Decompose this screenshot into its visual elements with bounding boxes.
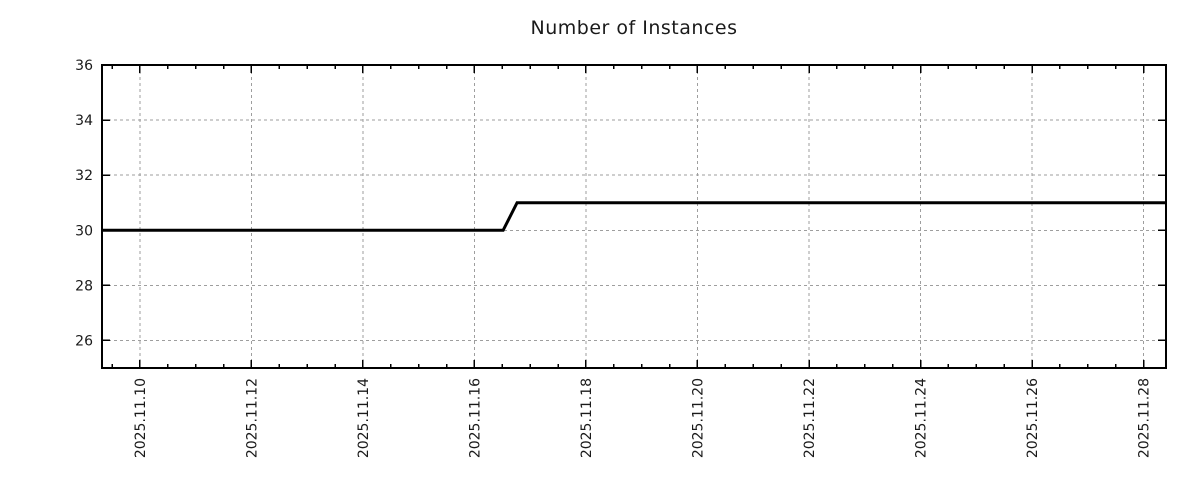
x-tick-label: 2025.11.22 xyxy=(802,378,818,458)
x-tick-label: 2025.11.16 xyxy=(467,378,483,458)
y-tick-label: 34 xyxy=(75,113,93,129)
plot-border xyxy=(101,64,1167,369)
series-line-instances xyxy=(102,201,1166,232)
x-tick-label: 2025.11.14 xyxy=(356,378,372,458)
chart-title: Number of Instances xyxy=(530,17,738,39)
y-tick-label: 28 xyxy=(75,278,93,294)
y-tick-label: 32 xyxy=(75,168,93,184)
x-tick-label: 2025.11.20 xyxy=(690,378,706,458)
y-tick-label: 36 xyxy=(75,58,93,74)
x-tick-label: 2025.11.12 xyxy=(244,378,260,458)
y-tick-label: 26 xyxy=(75,333,93,349)
x-tick-label: 2025.11.10 xyxy=(133,378,149,458)
y-tick-label: 30 xyxy=(75,223,93,239)
x-tick-label: 2025.11.18 xyxy=(579,378,595,458)
x-tick-label: 2025.11.24 xyxy=(914,378,930,458)
x-tick-label: 2025.11.26 xyxy=(1025,378,1041,458)
x-tick-label: 2025.11.28 xyxy=(1137,378,1153,458)
